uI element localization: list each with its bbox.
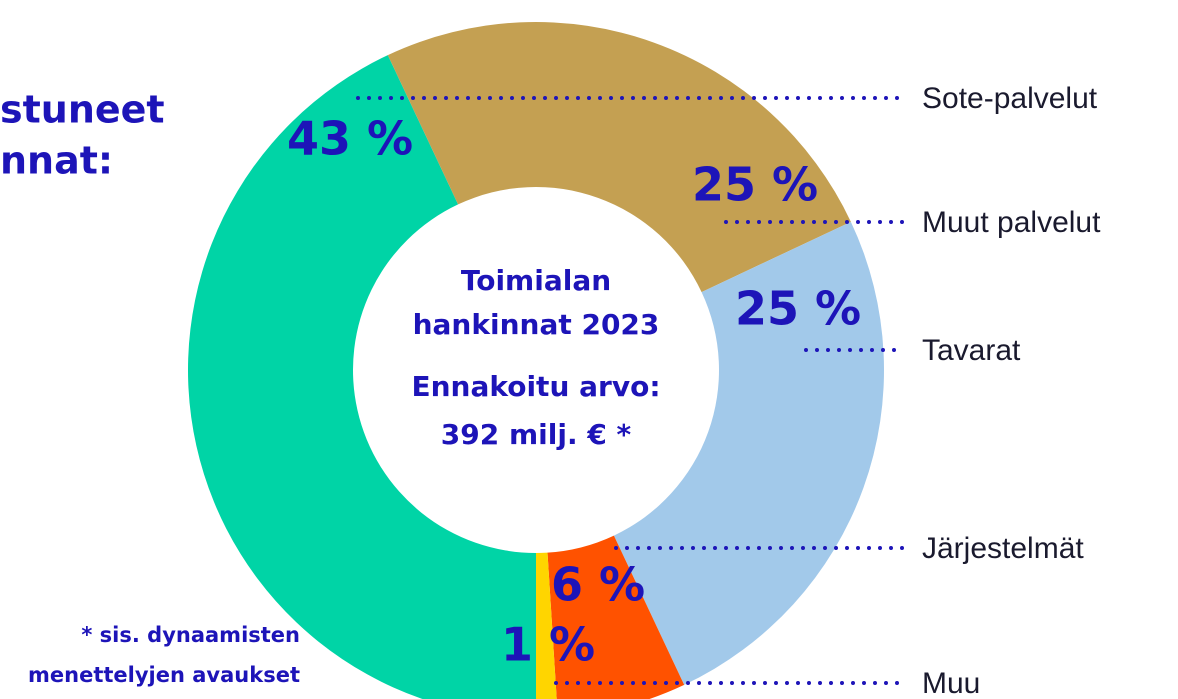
donut-segment (547, 535, 685, 699)
donut (188, 22, 884, 699)
donut-segment (613, 221, 884, 685)
donut-segment (188, 55, 536, 699)
value-label: 43 % (287, 112, 413, 166)
center-text: Ennakoitu arvo: (411, 370, 660, 403)
title-line: nnat: (0, 139, 113, 183)
center-text: Toimialan (461, 264, 611, 297)
center-text: hankinnat 2023 (413, 308, 660, 341)
title-line: stuneet (0, 88, 165, 132)
donut-segment (536, 552, 557, 699)
value-label: 25 % (692, 158, 818, 212)
center-text: 392 milj. € * (441, 418, 632, 451)
legend-label: Järjestelmät (922, 532, 1084, 565)
value-label: 25 % (735, 282, 861, 336)
footnote: menettelyjen avaukset (28, 663, 300, 687)
legend-label: Sote-palvelut (922, 82, 1098, 115)
value-label: 1 % (501, 618, 595, 672)
footnote: * sis. dynaamisten (81, 623, 300, 647)
donut-segment (387, 22, 851, 293)
legend-label: Muut palvelut (922, 206, 1101, 239)
legend-label: Muu (922, 667, 980, 699)
value-label: 6 % (551, 558, 645, 612)
legend-label: Tavarat (922, 334, 1021, 367)
